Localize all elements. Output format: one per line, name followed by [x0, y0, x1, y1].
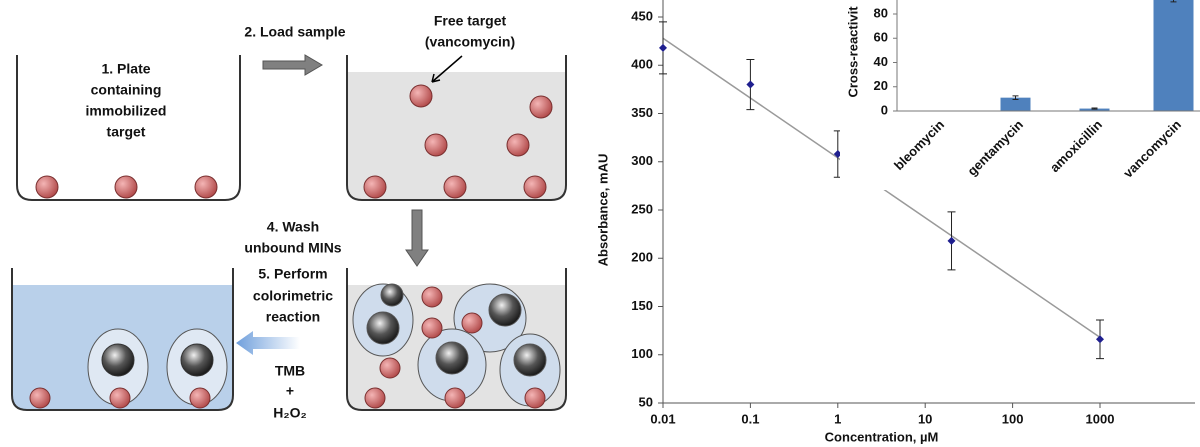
step-text: 2. Load sample	[244, 24, 345, 40]
min-core	[436, 342, 468, 374]
target-bead	[115, 176, 137, 198]
step-text: 4. Wash	[267, 219, 319, 235]
x-tick-label: 0.01	[650, 411, 675, 426]
y-tick-label: 0	[881, 102, 888, 117]
y-tick-label: 40	[874, 54, 888, 69]
min-core	[381, 284, 403, 306]
free-target	[410, 85, 432, 107]
target-bead	[30, 388, 50, 408]
x-tick-label: 1	[834, 411, 841, 426]
y-tick-label: 50	[639, 394, 653, 409]
y-tick-label: 100	[631, 346, 653, 361]
x-tick-label: 0.1	[741, 411, 759, 426]
free-target	[530, 96, 552, 118]
min-core	[367, 312, 399, 344]
x-tick-label: 100	[1002, 411, 1024, 426]
target-bead	[36, 176, 58, 198]
target-bead	[190, 388, 210, 408]
step-text: reaction	[266, 309, 320, 325]
step-text: 1. Plate	[101, 61, 150, 77]
target-bead	[444, 176, 466, 198]
callout-text: Free target	[434, 13, 507, 29]
x-axis-title: Concentration, µM	[825, 429, 939, 444]
target-bead	[110, 388, 130, 408]
target-bead	[525, 388, 545, 408]
bar	[1154, 0, 1194, 111]
data-point	[746, 81, 754, 89]
diagram: 1. Plate containing immobilized target 2…	[12, 13, 566, 421]
y-tick-label: 250	[631, 201, 653, 216]
min-core	[102, 344, 134, 376]
step-text: unbound MINs	[244, 240, 341, 256]
y-axis-title: Absorbance, mAU	[595, 154, 610, 267]
step-text: containing	[91, 82, 162, 98]
y-tick-label: 350	[631, 105, 653, 120]
data-point	[659, 44, 667, 52]
free-target	[462, 313, 482, 333]
arrow	[263, 55, 322, 75]
x-tick-label: 10	[918, 411, 932, 426]
reagent-text: TMB	[275, 363, 305, 379]
target-bead	[524, 176, 546, 198]
free-target	[507, 134, 529, 156]
y-tick-label: 450	[631, 8, 653, 23]
arrow	[236, 331, 300, 355]
x-tick-label: 1000	[1086, 411, 1115, 426]
y-tick-label: 150	[631, 298, 653, 313]
reagent-text: H₂O₂	[273, 405, 306, 421]
y-tick-label: 80	[874, 5, 888, 20]
target-bead	[445, 388, 465, 408]
free-target	[380, 358, 400, 378]
min-core	[181, 344, 213, 376]
step-text: target	[107, 124, 146, 140]
arrow	[406, 210, 428, 266]
callout-text: (vancomycin)	[425, 34, 515, 50]
free-target	[425, 134, 447, 156]
target-bead	[365, 388, 385, 408]
y-tick-label: 400	[631, 57, 653, 72]
min-core	[514, 344, 546, 376]
figure: 1. Plate containing immobilized target 2…	[0, 0, 1200, 447]
free-target	[422, 318, 442, 338]
y-tick-label: 60	[874, 30, 888, 45]
y-tick-label: 300	[631, 153, 653, 168]
step-text: immobilized	[86, 103, 167, 119]
y-axis-title: Cross-reactivit	[845, 6, 860, 98]
y-tick-label: 20	[874, 78, 888, 93]
step-text: colorimetric	[253, 288, 333, 304]
step-text: 5. Perform	[258, 266, 327, 282]
target-bead	[364, 176, 386, 198]
target-bead	[195, 176, 217, 198]
free-target	[422, 287, 442, 307]
reagent-text: +	[286, 383, 294, 399]
data-point	[1096, 335, 1104, 343]
y-tick-label: 200	[631, 250, 653, 265]
min-core	[489, 294, 521, 326]
